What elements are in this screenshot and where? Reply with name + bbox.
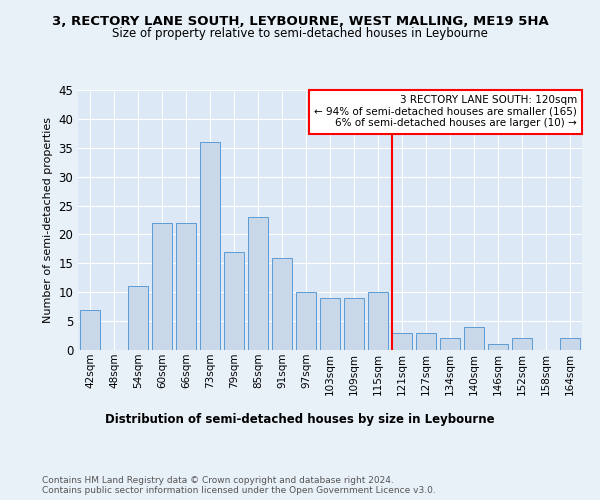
Bar xyxy=(392,332,412,350)
Text: 3 RECTORY LANE SOUTH: 120sqm
← 94% of semi-detached houses are smaller (165)
6% : 3 RECTORY LANE SOUTH: 120sqm ← 94% of se… xyxy=(314,95,577,128)
Bar xyxy=(488,344,508,350)
Text: Size of property relative to semi-detached houses in Leybourne: Size of property relative to semi-detach… xyxy=(112,28,488,40)
Text: Distribution of semi-detached houses by size in Leybourne: Distribution of semi-detached houses by … xyxy=(105,412,495,426)
Text: 3, RECTORY LANE SOUTH, LEYBOURNE, WEST MALLING, ME19 5HA: 3, RECTORY LANE SOUTH, LEYBOURNE, WEST M… xyxy=(52,15,548,28)
Bar xyxy=(296,292,316,350)
Text: Contains HM Land Registry data © Crown copyright and database right 2024.
Contai: Contains HM Land Registry data © Crown c… xyxy=(42,476,436,495)
Bar xyxy=(440,338,460,350)
Y-axis label: Number of semi-detached properties: Number of semi-detached properties xyxy=(43,117,53,323)
Bar xyxy=(368,292,388,350)
Bar xyxy=(152,223,172,350)
Bar xyxy=(200,142,220,350)
Bar xyxy=(128,286,148,350)
Bar xyxy=(344,298,364,350)
Bar xyxy=(512,338,532,350)
Bar xyxy=(416,332,436,350)
Bar xyxy=(248,217,268,350)
Bar xyxy=(80,310,100,350)
Bar xyxy=(560,338,580,350)
Bar xyxy=(320,298,340,350)
Bar xyxy=(224,252,244,350)
Bar xyxy=(464,327,484,350)
Bar xyxy=(272,258,292,350)
Bar xyxy=(176,223,196,350)
